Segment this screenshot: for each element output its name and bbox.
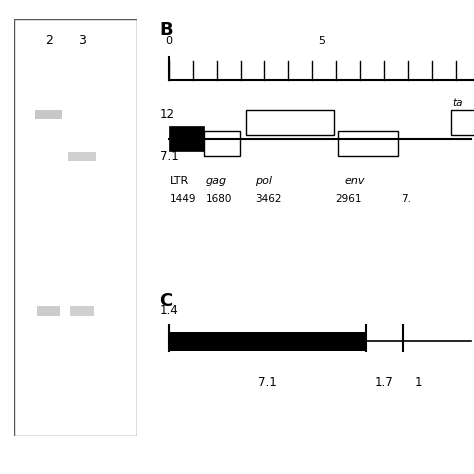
FancyBboxPatch shape <box>71 306 93 316</box>
Text: 3: 3 <box>78 34 86 46</box>
Bar <box>451 109 474 135</box>
Text: LTR: LTR <box>170 175 190 185</box>
Text: 7.1: 7.1 <box>160 150 178 163</box>
Text: 2961: 2961 <box>335 194 362 204</box>
Text: 2: 2 <box>45 34 53 46</box>
Text: 1449: 1449 <box>170 194 197 204</box>
Bar <box>204 131 239 156</box>
Text: 12: 12 <box>160 109 174 121</box>
Text: ta: ta <box>452 98 463 108</box>
Text: 1680: 1680 <box>206 194 232 204</box>
FancyBboxPatch shape <box>37 306 60 316</box>
Text: 1.4: 1.4 <box>160 304 178 318</box>
FancyBboxPatch shape <box>68 152 96 161</box>
Text: gag: gag <box>206 175 227 185</box>
Text: C: C <box>159 292 173 310</box>
Bar <box>169 126 204 151</box>
Bar <box>169 332 366 351</box>
Text: env: env <box>344 175 365 185</box>
Text: 5: 5 <box>318 36 325 46</box>
Bar <box>246 109 334 135</box>
FancyBboxPatch shape <box>35 110 62 119</box>
Text: 7.: 7. <box>401 194 411 204</box>
Text: pol: pol <box>255 175 272 185</box>
Text: 1.7: 1.7 <box>375 376 394 389</box>
Text: 0: 0 <box>165 36 172 46</box>
Bar <box>338 131 398 156</box>
Text: 7.1: 7.1 <box>258 376 277 389</box>
Text: B: B <box>159 21 173 39</box>
Text: 3462: 3462 <box>255 194 282 204</box>
Text: 1: 1 <box>415 376 422 389</box>
